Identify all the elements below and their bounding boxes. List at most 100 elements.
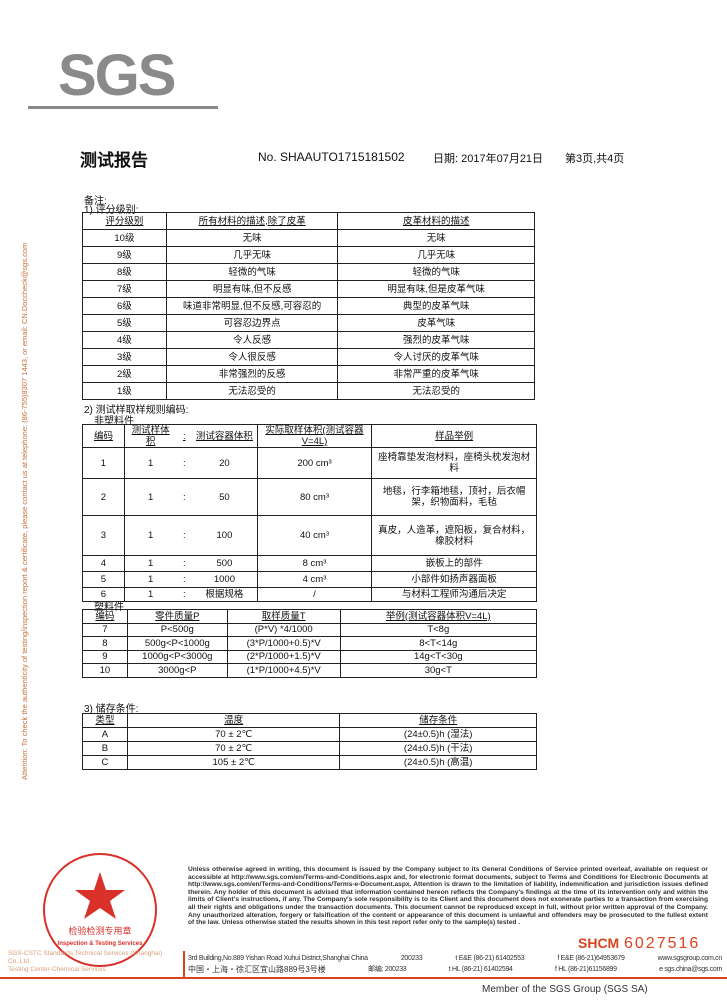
section3-label: 3) 储存条件: <box>84 704 139 715</box>
table-cell: / <box>256 587 373 602</box>
table-cell: 8 <box>82 636 128 651</box>
table-cell: 3 <box>82 515 125 556</box>
table-cell: 无味 <box>337 229 535 247</box>
table-cell: 典型的皮革气味 <box>337 297 535 315</box>
table-cell: 9 <box>82 649 128 664</box>
column-header: 评分级别 <box>82 212 167 230</box>
column-header: : <box>176 424 193 448</box>
table-cell: 4 cm³ <box>256 571 373 588</box>
table-cell: 40 cm³ <box>256 515 373 556</box>
table-cell: 轻微的气味 <box>337 263 535 281</box>
svg-text:Inspection & Testing Services: Inspection & Testing Services <box>58 941 144 947</box>
zip-en: 200233 <box>400 955 423 962</box>
table-cell: 令人很反感 <box>165 348 339 366</box>
column-header: 编码 <box>82 424 125 448</box>
table-cell: 6 <box>82 587 125 602</box>
zip-cn: 邮编: 200233 <box>368 966 407 973</box>
table-row: 8 500g<P<1000g (3*P/1000+0.5)*V 8<T<14g <box>82 636 538 651</box>
table-cell: 10级 <box>82 229 167 247</box>
table-cell: T<8g <box>339 622 538 637</box>
table-cell: 500g<P<1000g <box>126 636 228 651</box>
address-cn: 中国・上海・徐汇区宜山路889号3号楼 <box>188 965 326 974</box>
company-line-2: Testing Center-Chemical Services <box>8 966 106 973</box>
section2-label: 2) 测试样取样规则编码: <box>84 405 189 416</box>
table-cell: 令人讨厌的皮革气味 <box>337 348 535 366</box>
footer-rule <box>0 977 727 979</box>
authenticity-notice: Attention: To check the authenticity of … <box>20 242 29 780</box>
column-header: 类型 <box>82 713 128 728</box>
table-cell: 可容忍边界点 <box>165 314 339 332</box>
remarks-label: 备注: <box>84 196 107 207</box>
table-cell: 5级 <box>82 314 167 332</box>
table-cell: 明显有味,但不反感 <box>165 280 339 298</box>
table-cell: 真皮，人造革，遮阳板，复合材料，橡胶材料 <box>371 515 537 556</box>
table-row: 9级 几乎无味 几乎无味 <box>82 246 535 264</box>
table-cell: 50 <box>192 478 258 516</box>
table-row: 5 1:1000 4 cm³ 小部件如扬声器面板 <box>82 571 537 588</box>
table-cell: : <box>176 515 193 556</box>
table-cell: 味道非常明显,但不反感,可容忍的 <box>165 297 339 315</box>
table-row: 7 P<500g (P*V) *4/1000 T<8g <box>82 622 538 637</box>
member-statement: Member of the SGS Group (SGS SA) <box>482 984 648 995</box>
table-cell: 10 <box>82 663 128 678</box>
table-cell: 7级 <box>82 280 167 298</box>
table-row: 7级 明显有味,但不反感 明显有味,但是皮革气味 <box>82 280 535 298</box>
logo-underline <box>28 106 218 109</box>
column-header: 举例(测试容器体积V=4L) <box>339 609 538 624</box>
table-row: 6 1: 根据规格 / 与材料工程师沟通后决定 <box>82 587 537 602</box>
table-cell: 8级 <box>82 263 167 281</box>
table-cell: 500 <box>192 555 258 572</box>
table-cell: 80 cm³ <box>256 478 373 516</box>
table-row: 2 1:50 80 cm³ 地毯，行李箱地毯，顶衬，后衣帽架，织物面料，毛毡 <box>82 478 537 516</box>
table-row: 5级 可容忍边界点 皮革气味 <box>82 314 535 332</box>
table-cell: 70 ± 2℃ <box>126 727 341 742</box>
table-cell: 几乎无味 <box>165 246 339 264</box>
table-cell: (3*P/1000+0.5)*V <box>226 636 341 651</box>
table-cell: 嵌板上的部件 <box>371 555 537 572</box>
table-cell: 1 <box>123 587 177 602</box>
table-cell: 非常严重的皮革气味 <box>337 365 535 383</box>
report-number: No. SHAAUTO1715181502 <box>258 150 405 164</box>
table-cell: 20 <box>192 447 258 479</box>
table-cell: 轻微的气味 <box>165 263 339 281</box>
table-row: A 70 ± 2℃ (24±0.5)h (湿法) <box>82 727 537 742</box>
table-cell: 70 ± 2℃ <box>126 741 341 756</box>
address-row-en: 3rd Building,No.889 Yishan Road Xuhui Di… <box>188 954 722 963</box>
table-cell: 4 <box>82 555 125 572</box>
star-icon <box>75 872 125 919</box>
table-cell: 无法忍受的 <box>337 382 535 400</box>
table-cell: 30g<T <box>339 663 538 678</box>
storage-conditions-table: 类型 温度 储存条件 A 70 ± 2℃ (24±0.5)h (湿法) B 70 ± 2℃ (2… <box>82 713 537 770</box>
column-header: 取样质量T <box>226 609 341 624</box>
table-cell: : <box>176 571 193 588</box>
column-header: 实际取样体积(测试容器V=4L) <box>256 424 373 448</box>
table-cell: 几乎无味 <box>337 246 535 264</box>
table-cell: 令人反感 <box>165 331 339 349</box>
column-header: 测试容器体积 <box>192 424 258 448</box>
table-cell: 1 <box>123 555 177 572</box>
table-cell: 5 <box>82 571 125 588</box>
sgs-logo: SGS <box>58 43 176 108</box>
table-cell: (24±0.5)h (高温) <box>339 755 537 770</box>
column-header: 皮革材料的描述 <box>337 212 535 230</box>
table-row: 4级 令人反感 强烈的皮革气味 <box>82 331 535 349</box>
table-cell: (2*P/1000+1.5)*V <box>226 649 341 664</box>
shcm-code: SHCM <box>578 935 620 951</box>
column-header: 温度 <box>126 713 341 728</box>
table-row: 10级 无味 无味 <box>82 229 535 247</box>
column-header: 零件质量P <box>126 609 228 624</box>
address-row-cn: 中国・上海・徐汇区宜山路889号3号楼 邮编: 200233 t HL (86-… <box>188 965 722 974</box>
column-header: 储存条件 <box>339 713 537 728</box>
company-name: SGS-CSTC Standards Technical Services (S… <box>8 950 180 974</box>
table-cell: 无味 <box>165 229 339 247</box>
tel-ee: t E&E (86-21) 61402553 <box>455 955 525 962</box>
company-line-1: SGS-CSTC Standards Technical Services (S… <box>8 950 163 965</box>
table-cell: 100 <box>192 515 258 556</box>
page-title: 测试报告 <box>80 151 148 170</box>
table-row: 3级 令人很反感 令人讨厌的皮革气味 <box>82 348 535 366</box>
table-cell: 1 <box>123 515 177 556</box>
table-cell: C <box>82 755 128 770</box>
table-cell: 1 <box>123 447 177 479</box>
table-cell: : <box>176 478 193 516</box>
table-cell: 7 <box>82 622 128 637</box>
